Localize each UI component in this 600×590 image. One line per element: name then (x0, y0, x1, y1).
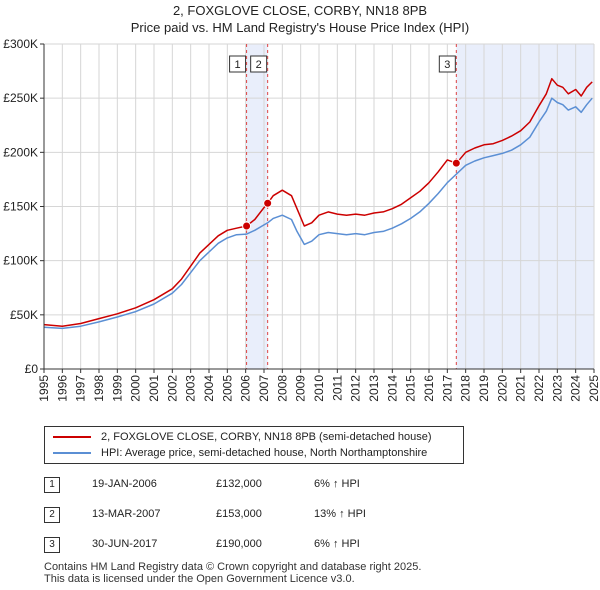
x-tick-label: 2018 (459, 375, 473, 402)
footer-copyright: Contains HM Land Registry data © Crown c… (44, 561, 422, 573)
x-tick-label: 2001 (147, 375, 161, 402)
x-tick-label: 2002 (165, 375, 179, 402)
transaction-row: 1 19-JAN-2006 £132,000 6% ↑ HPI (44, 477, 464, 493)
chart-title: 2, FOXGLOVE CLOSE, CORBY, NN18 8PB (172, 3, 428, 18)
chart-subtitle: Price paid vs. HM Land Registry's House … (130, 20, 470, 35)
footer-license: This data is licensed under the Open Gov… (44, 573, 355, 585)
x-tick-label: 2004 (202, 375, 216, 402)
x-tick-label: 1997 (74, 375, 88, 402)
y-tick-label: £100K (3, 254, 38, 268)
transaction-price: £153,000 (216, 508, 262, 520)
x-tick-label: 1996 (55, 375, 69, 402)
x-tick-label: 2023 (550, 375, 564, 402)
y-tick-label: £50K (10, 308, 38, 322)
x-tick-label: 2021 (514, 375, 528, 402)
sale-point (451, 158, 461, 168)
x-tick-label: 2012 (349, 375, 363, 402)
x-tick-label: 2008 (275, 375, 289, 402)
y-tick-label: £250K (3, 91, 38, 105)
sale-label: 1 (235, 59, 241, 71)
transaction-price: £132,000 (216, 478, 262, 490)
legend-swatch-property (53, 436, 91, 438)
y-tick-label: £300K (3, 37, 38, 51)
x-tick-label: 2003 (184, 375, 198, 402)
transaction-number: 2 (44, 507, 60, 523)
x-tick-label: 2011 (330, 375, 344, 401)
sale-label: 2 (256, 59, 262, 71)
transaction-hpi-change: 6% ↑ HPI (314, 538, 360, 550)
legend: 2, FOXGLOVE CLOSE, CORBY, NN18 8PB (semi… (44, 426, 464, 464)
sale-label-box (250, 55, 268, 73)
y-tick-label: £0 (25, 362, 39, 376)
price-chart: 1 2 3 £0 £50K £100K £150K £200K £250K £300K 1995 19… (3, 37, 600, 402)
x-tick-label: 2025 (587, 375, 600, 402)
x-tick-label: 1995 (37, 375, 51, 402)
x-tick-label: 2020 (495, 375, 509, 402)
transaction-date: 13-MAR-2007 (92, 508, 161, 520)
series-line-hpi (43, 97, 593, 330)
transaction-number: 1 (44, 477, 60, 493)
x-tick-label: 2009 (294, 375, 308, 402)
legend-item-property: 2, FOXGLOVE CLOSE, CORBY, NN18 8PB (semi… (53, 430, 432, 444)
transaction-hpi-change: 13% ↑ HPI (314, 508, 366, 520)
sale-label-box (229, 55, 247, 73)
transaction-price: £190,000 (216, 538, 262, 550)
sale-label: 3 (444, 59, 450, 71)
x-tick-label: 2024 (569, 375, 583, 402)
legend-label-hpi: HPI: Average price, semi-detached house,… (101, 447, 428, 459)
x-tick-label: 2010 (312, 375, 326, 402)
legend-swatch-hpi (53, 452, 91, 454)
x-tick-label: 2016 (422, 375, 436, 402)
x-tick-label: 2000 (129, 375, 143, 402)
x-tick-label: 2006 (239, 375, 253, 402)
x-tick-label: 2019 (477, 375, 491, 402)
x-tick-label: 2014 (385, 375, 399, 402)
x-tick-label: 1998 (92, 375, 106, 402)
x-tick-label: 2005 (220, 375, 234, 402)
transaction-row: 2 13-MAR-2007 £153,000 13% ↑ HPI (44, 507, 464, 523)
legend-item-hpi: HPI: Average price, semi-detached house,… (53, 446, 427, 460)
legend-label-property: 2, FOXGLOVE CLOSE, CORBY, NN18 8PB (semi… (101, 431, 432, 443)
transaction-date: 30-JUN-2017 (92, 538, 158, 550)
sale-point (263, 198, 273, 208)
sale-label-box (438, 55, 456, 73)
x-tick-label: 2015 (404, 375, 418, 402)
x-tick-label: 2013 (367, 375, 381, 402)
sale-point (242, 221, 252, 231)
y-tick-label: £150K (3, 200, 38, 214)
transaction-number: 3 (44, 537, 60, 553)
x-tick-label: 2022 (532, 375, 546, 402)
transaction-row: 3 30-JUN-2017 £190,000 6% ↑ HPI (44, 537, 464, 553)
x-tick-label: 1999 (110, 375, 124, 402)
series-line-property (43, 77, 593, 327)
x-tick-label: 2017 (440, 375, 454, 402)
y-tick-label: £200K (3, 145, 38, 159)
transaction-date: 19-JAN-2006 (92, 478, 157, 490)
transaction-hpi-change: 6% ↑ HPI (314, 478, 360, 490)
x-tick-label: 2007 (257, 375, 271, 402)
